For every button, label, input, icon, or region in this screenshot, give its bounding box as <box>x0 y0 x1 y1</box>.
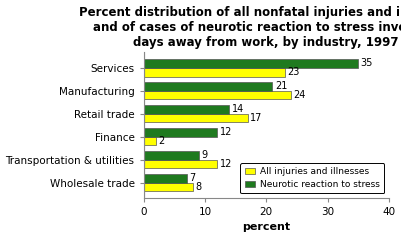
X-axis label: percent: percent <box>242 223 290 233</box>
Bar <box>144 174 186 183</box>
Bar <box>144 114 248 122</box>
Text: 2: 2 <box>158 136 164 146</box>
Bar <box>144 183 192 191</box>
Bar <box>144 128 217 137</box>
Text: 35: 35 <box>360 59 373 69</box>
Text: 12: 12 <box>220 159 232 169</box>
Title: Percent distribution of all nonfatal injuries and illnesses
and of cases of neur: Percent distribution of all nonfatal inj… <box>79 5 401 49</box>
Bar <box>144 160 217 168</box>
Bar <box>144 68 285 77</box>
Bar <box>144 105 229 114</box>
Text: 14: 14 <box>232 104 244 114</box>
Bar <box>144 82 272 91</box>
Bar <box>144 59 358 68</box>
Text: 7: 7 <box>189 173 195 183</box>
Text: 12: 12 <box>220 127 232 137</box>
Text: 8: 8 <box>195 182 201 192</box>
Legend: All injuries and illnesses, Neurotic reaction to stress: All injuries and illnesses, Neurotic rea… <box>240 163 385 193</box>
Text: 24: 24 <box>293 90 306 100</box>
Text: 21: 21 <box>275 81 287 91</box>
Text: 17: 17 <box>250 113 263 123</box>
Text: 23: 23 <box>287 67 300 77</box>
Bar <box>144 137 156 145</box>
Bar <box>144 151 199 160</box>
Bar <box>144 91 291 99</box>
Text: 9: 9 <box>201 150 207 160</box>
